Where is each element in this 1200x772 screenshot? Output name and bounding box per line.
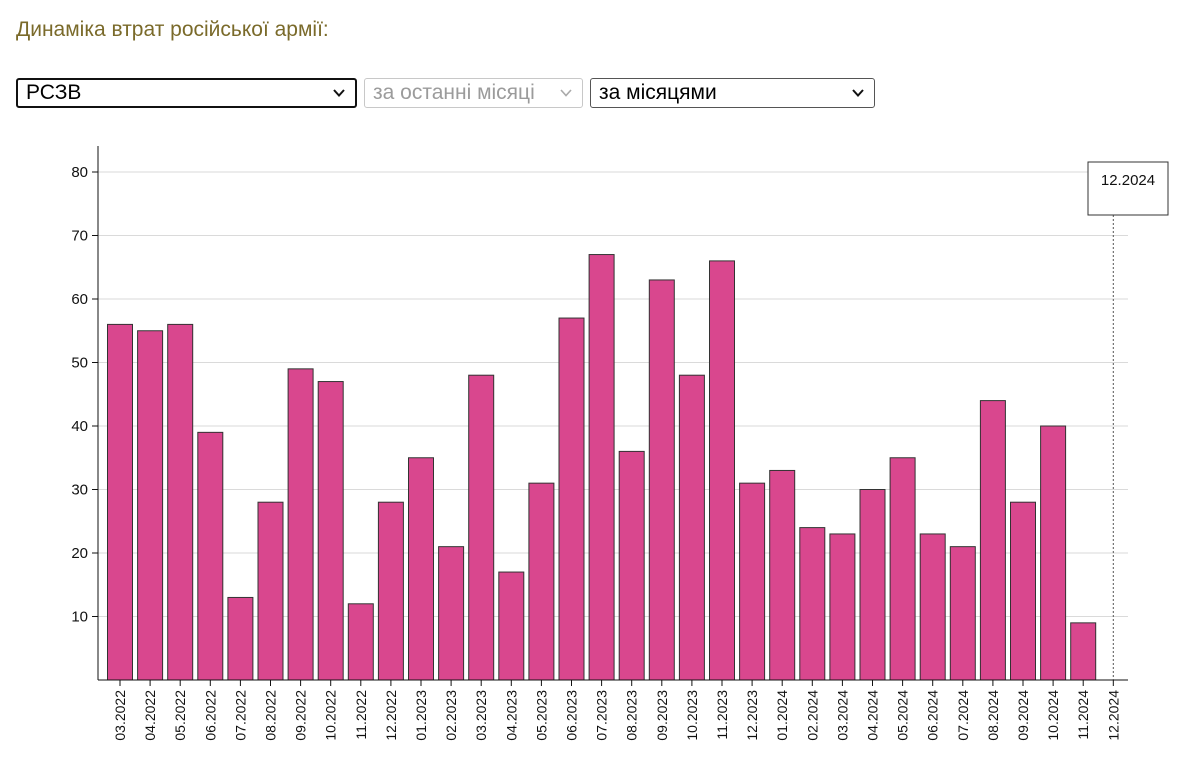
bar-02.2024[interactable] xyxy=(799,527,826,681)
x-tick-label: 03.2022 xyxy=(112,690,128,741)
x-tick-label: 09.2022 xyxy=(293,690,309,741)
x-tick-label: 12.2023 xyxy=(744,690,760,741)
x-tick-label: 02.2024 xyxy=(804,690,820,741)
y-tick-label: 10 xyxy=(71,609,88,626)
x-tick-label: 09.2024 xyxy=(1015,690,1031,741)
hover-tooltip xyxy=(1087,161,1169,216)
bar-11.2024[interactable] xyxy=(1070,622,1097,681)
bar-07.2023[interactable] xyxy=(588,254,615,681)
bars xyxy=(107,254,1097,681)
y-axis-ticks: 10 20 30 40 50 60 70 80 xyxy=(71,164,98,626)
y-tick-label: 70 xyxy=(71,228,88,245)
y-tick-label: 60 xyxy=(71,291,88,308)
x-tick-label: 04.2024 xyxy=(865,690,881,741)
x-tick-label: 11.2024 xyxy=(1075,690,1091,740)
bar-06.2023[interactable] xyxy=(558,317,585,681)
x-tick-label: 03.2023 xyxy=(473,690,489,741)
bar-04.2023[interactable] xyxy=(498,571,525,681)
x-tick-label: 10.2024 xyxy=(1045,690,1061,741)
x-tick-label: 06.2023 xyxy=(564,690,580,741)
x-tick-label: 02.2023 xyxy=(443,690,459,741)
y-tick-label: 20 xyxy=(71,545,88,562)
x-tick-label: 09.2023 xyxy=(654,690,670,741)
weapon-type-value: РСЗВ xyxy=(26,81,82,104)
x-tick-label: 01.2023 xyxy=(413,690,429,741)
bar-07.2024[interactable] xyxy=(949,546,976,681)
bar-03.2023[interactable] xyxy=(468,374,495,681)
x-tick-label: 05.2024 xyxy=(895,690,911,741)
bar-10.2024[interactable] xyxy=(1040,425,1067,681)
x-tick-label: 12.2024 xyxy=(1105,690,1121,741)
bar-01.2023[interactable] xyxy=(408,457,434,681)
bar-03.2022[interactable] xyxy=(107,323,133,681)
bar-08.2024[interactable] xyxy=(979,400,1006,681)
x-tick-label: 07.2024 xyxy=(955,690,971,741)
bar-05.2022[interactable] xyxy=(167,323,194,681)
bar-01.2024[interactable] xyxy=(769,469,796,681)
bar-06.2024[interactable] xyxy=(919,533,946,681)
bar-08.2023[interactable] xyxy=(618,450,645,681)
page-title: Динаміка втрат російської армії: xyxy=(16,18,329,41)
x-tick-label: 01.2024 xyxy=(774,690,790,741)
x-tick-label: 06.2022 xyxy=(202,690,218,741)
period-value: за останні місяці xyxy=(373,81,535,104)
x-tick-label: 03.2024 xyxy=(834,690,850,741)
bar-12.2022[interactable] xyxy=(377,501,404,681)
chevron-down-icon xyxy=(560,89,572,97)
bar-02.2023[interactable] xyxy=(438,546,465,681)
period-select[interactable]: за останні місяці xyxy=(364,78,583,108)
x-tick-label: 10.2022 xyxy=(323,690,339,741)
bar-07.2022[interactable] xyxy=(227,596,254,681)
x-tick-label: 07.2022 xyxy=(232,690,248,741)
grouping-value: за місяцями xyxy=(599,81,717,104)
bar-09.2024[interactable] xyxy=(1010,501,1036,681)
x-tick-label: 12.2022 xyxy=(383,690,399,741)
bar-11.2023[interactable] xyxy=(709,260,735,681)
bar-11.2022[interactable] xyxy=(347,603,374,681)
hover-tooltip-label: 12.2024 xyxy=(1101,172,1155,189)
bar-08.2022[interactable] xyxy=(257,501,284,681)
x-tick-label: 08.2022 xyxy=(263,690,279,741)
bar-09.2023[interactable] xyxy=(648,279,675,681)
y-tick-label: 40 xyxy=(71,418,88,435)
x-tick-label: 07.2023 xyxy=(594,690,610,741)
x-axis-ticks: 03.2022 04.2022 05.2022 06.2022 07.2022 08.20… xyxy=(112,680,1121,741)
bar-10.2022[interactable] xyxy=(317,381,344,681)
y-tick-label: 50 xyxy=(71,355,88,372)
bar-10.2023[interactable] xyxy=(678,374,705,681)
x-tick-label: 11.2022 xyxy=(353,690,369,740)
bar-03.2024[interactable] xyxy=(829,533,856,681)
hover-indicator: 12.2024 xyxy=(1087,161,1169,680)
grouping-select[interactable]: за місяцями xyxy=(590,78,875,108)
bar-05.2024[interactable] xyxy=(889,457,916,681)
y-tick-label: 30 xyxy=(71,482,88,499)
x-tick-label: 06.2024 xyxy=(925,690,941,741)
weapon-type-select[interactable]: РСЗВ xyxy=(16,78,357,108)
x-tick-label: 08.2023 xyxy=(624,690,640,741)
bar-06.2022[interactable] xyxy=(197,431,224,681)
x-tick-label: 05.2023 xyxy=(533,690,549,741)
bar-12.2023[interactable] xyxy=(739,482,766,681)
x-tick-label: 08.2024 xyxy=(985,690,1001,741)
chevron-down-icon xyxy=(333,89,345,97)
chevron-down-icon xyxy=(852,89,864,97)
x-tick-label: 04.2023 xyxy=(503,690,519,741)
bar-09.2022[interactable] xyxy=(287,368,314,681)
bar-04.2022[interactable] xyxy=(137,330,164,681)
bar-04.2024[interactable] xyxy=(859,489,886,681)
bar-05.2023[interactable] xyxy=(528,482,555,681)
x-tick-label: 04.2022 xyxy=(142,690,158,741)
x-tick-label: 10.2023 xyxy=(684,690,700,741)
x-tick-label: 11.2023 xyxy=(714,690,730,740)
x-tick-label: 05.2022 xyxy=(172,690,188,741)
y-tick-label: 80 xyxy=(71,164,88,181)
